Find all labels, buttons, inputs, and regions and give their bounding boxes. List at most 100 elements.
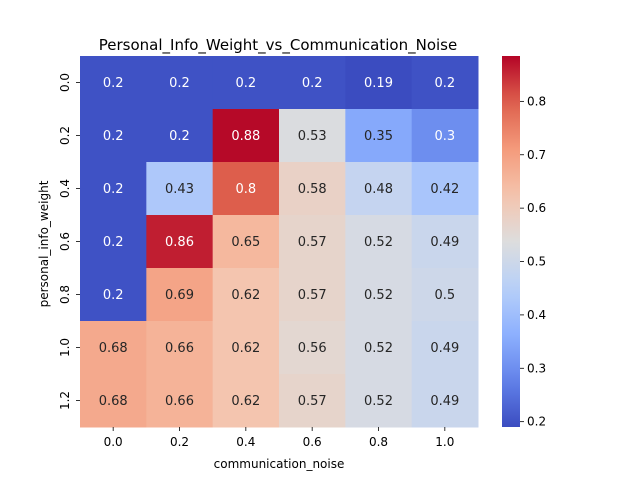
x-tick-label: 0.4: [236, 435, 255, 449]
heatmap-cell: [345, 215, 413, 269]
cell-value-label: 0.48: [364, 182, 393, 197]
cell-value-label: 0.88: [231, 129, 260, 144]
heatmap-cell: [279, 215, 346, 269]
cell-value-label: 0.57: [298, 288, 327, 303]
y-tick-label: 1.2: [58, 391, 72, 410]
colorbar-tick-label: 0.7: [527, 148, 546, 162]
colorbar-tick-label: 0.8: [527, 94, 546, 108]
heatmap-cell: [345, 321, 413, 375]
cell-value-label: 0.2: [434, 76, 455, 91]
cell-value-label: 0.43: [165, 182, 194, 197]
cell-value-label: 0.56: [298, 341, 327, 356]
heatmap-cells: 0.2 0.2 0.2 0.2 0.19 0.2 0.2 0.2 0.88 0.53 0.35 0.3…: [80, 56, 479, 428]
x-tick-label: 1.0: [435, 435, 454, 449]
heatmap-cell: [345, 268, 413, 322]
heatmap-cell: [345, 162, 413, 216]
cell-value-label: 0.65: [231, 235, 260, 250]
cell-value-label: 0.49: [430, 235, 459, 250]
cell-value-label: 0.3: [434, 129, 455, 144]
heatmap-cell: [411, 109, 479, 163]
colorbar-tick-label: 0.4: [527, 308, 546, 322]
cell-value-label: 0.2: [103, 235, 124, 250]
chart-title: Personal_Info_Weight_vs_Communication_No…: [99, 36, 457, 55]
heatmap-cell: [212, 109, 280, 163]
x-tick-label: 0.8: [369, 435, 388, 449]
heatmap-cell: [80, 109, 147, 163]
cell-value-label: 0.2: [235, 76, 256, 91]
heatmap-cell: [146, 56, 214, 110]
heatmap-cell: [146, 268, 214, 322]
cell-value-label: 0.68: [99, 341, 128, 356]
cell-value-label: 0.57: [298, 235, 327, 250]
cell-value-label: 0.35: [364, 129, 393, 144]
cell-value-label: 0.49: [430, 394, 459, 409]
y-tick-label: 1.0: [58, 338, 72, 357]
cell-value-label: 0.52: [364, 288, 393, 303]
cell-value-label: 0.2: [103, 288, 124, 303]
heatmap-cell: [212, 56, 280, 110]
heatmap-cell: [279, 374, 346, 428]
heatmap-cell: [146, 321, 214, 375]
cell-value-label: 0.42: [430, 182, 459, 197]
heatmap-cell: [345, 374, 413, 428]
heatmap-cell: [212, 268, 280, 322]
cell-value-label: 0.2: [103, 129, 124, 144]
heatmap-cell: [80, 56, 147, 110]
cell-value-label: 0.2: [103, 182, 124, 197]
cell-value-label: 0.62: [231, 394, 260, 409]
cell-value-label: 0.52: [364, 235, 393, 250]
colorbar-tick-label: 0.6: [527, 201, 546, 215]
x-tick-label: 0.2: [170, 435, 189, 449]
cell-value-label: 0.2: [169, 129, 190, 144]
cell-value-label: 0.68: [99, 394, 128, 409]
cell-value-label: 0.69: [165, 288, 194, 303]
x-tick-label: 0.6: [303, 435, 322, 449]
heatmap-cell: [212, 162, 280, 216]
colorbar-tick-label: 0.3: [527, 361, 546, 375]
heatmap-cell: [212, 321, 280, 375]
cell-value-label: 0.2: [169, 76, 190, 91]
heatmap-cell: [80, 268, 147, 322]
cell-value-label: 0.52: [364, 394, 393, 409]
y-tick-label: 0.8: [58, 285, 72, 304]
y-tick-label: 0.0: [58, 73, 72, 92]
x-tick-label: 0.0: [104, 435, 123, 449]
cell-value-label: 0.66: [165, 341, 194, 356]
colorbar-tick-label: 0.5: [527, 255, 546, 269]
heatmap-cell: [411, 162, 479, 216]
cell-value-label: 0.58: [298, 182, 327, 197]
heatmap-cell: [411, 321, 479, 375]
cell-value-label: 0.5: [434, 288, 455, 303]
cell-value-label: 0.52: [364, 341, 393, 356]
cell-value-label: 0.53: [298, 129, 327, 144]
heatmap-cell: [80, 215, 147, 269]
colorbar-tick-label: 0.2: [527, 415, 546, 429]
x-axis-label: communication_noise: [214, 457, 345, 471]
heatmap-cell: [146, 215, 214, 269]
heatmap-cell: [146, 162, 214, 216]
cell-value-label: 0.66: [165, 394, 194, 409]
x-axis: 0.0 0.2 0.4 0.6 0.8 1.0: [104, 427, 454, 449]
y-tick-label: 0.6: [58, 232, 72, 251]
cell-value-label: 0.62: [231, 288, 260, 303]
heatmap-cell: [279, 268, 346, 322]
heatmap-cell: [80, 321, 147, 375]
heatmap-cell: [411, 215, 479, 269]
colorbar: 0.2 0.3 0.4 0.5 0.6 0.7 0.8: [502, 56, 546, 429]
heatmap-cell: [279, 56, 346, 110]
y-axis: 0.0 0.2 0.4 0.6 0.8 1.0 1.2: [58, 73, 80, 410]
heatmap-cell: [345, 109, 413, 163]
heatmap-cell: [411, 268, 479, 322]
heatmap-cell: [212, 215, 280, 269]
cell-value-label: 0.49: [430, 341, 459, 356]
cell-value-label: 0.86: [165, 235, 194, 250]
heatmap-cell: [411, 374, 479, 428]
heatmap-cell: [279, 109, 346, 163]
heatmap-cell: [411, 56, 479, 110]
cell-value-label: 0.2: [103, 76, 124, 91]
y-axis-label: personal_info_weight: [37, 180, 51, 307]
cell-value-label: 0.8: [235, 182, 256, 197]
heatmap-cell: [345, 56, 413, 110]
heatmap-cell: [212, 374, 280, 428]
